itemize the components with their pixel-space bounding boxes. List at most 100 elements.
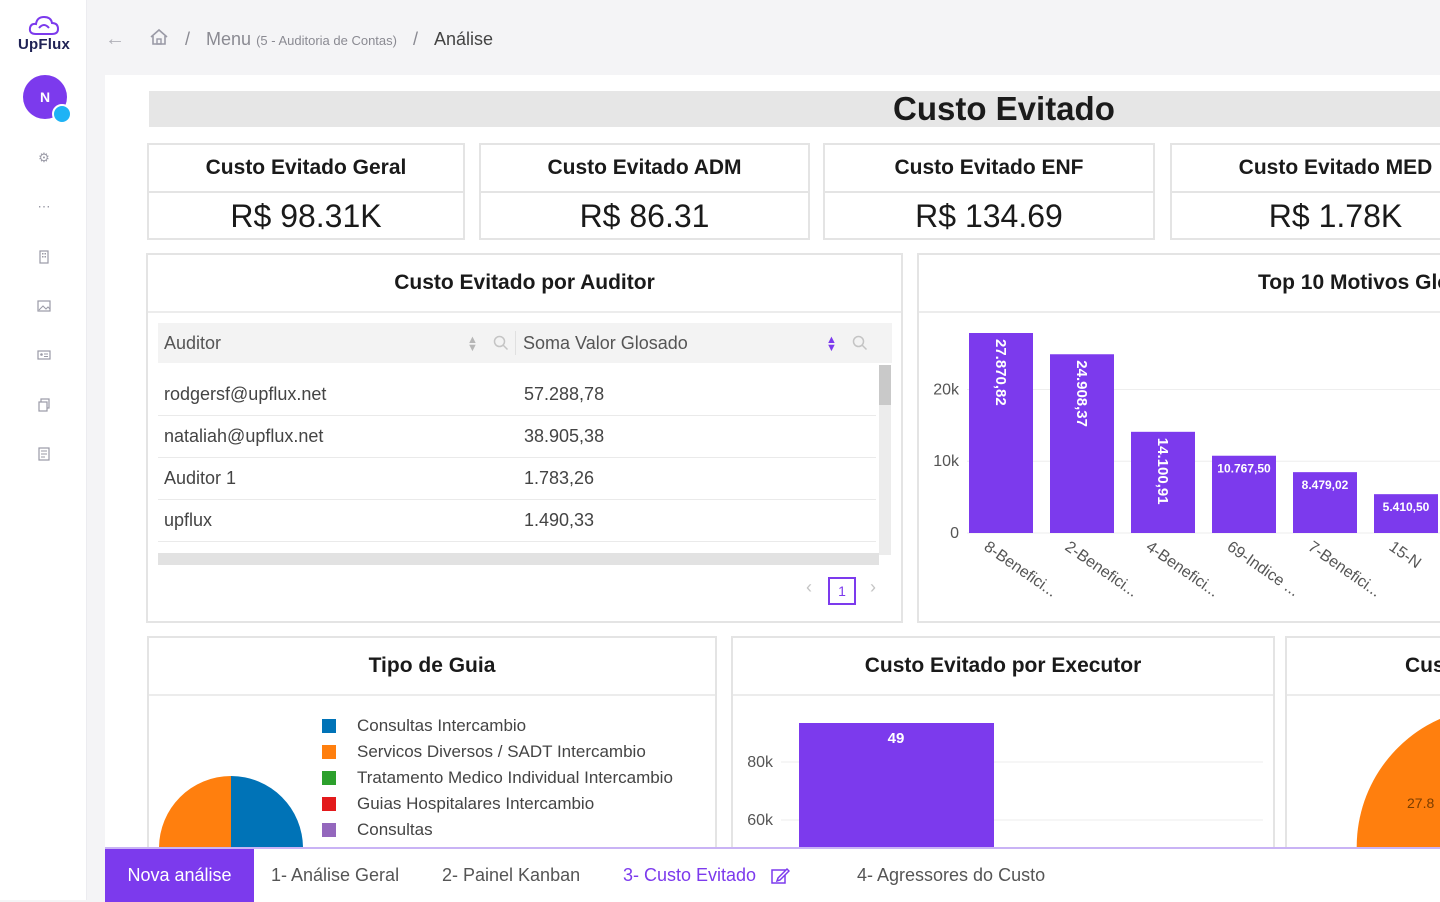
new-analysis-button[interactable]: Nova análise [105,849,254,902]
pie-slice[interactable] [1356,716,1440,847]
pie-label: 27.8 [1407,795,1434,811]
table-row[interactable]: nataliah@upflux.net 38.905,38 [158,415,876,458]
y-tick-label: 80k [747,754,774,771]
cell-valor: 1.783,26 [524,468,595,488]
tab-analise-geral[interactable]: 1- Análise Geral [271,865,400,885]
scrollbar-thumb[interactable] [879,365,891,405]
search-icon[interactable] [852,335,868,351]
bar[interactable] [1374,494,1438,533]
upflux-logo[interactable]: UpFlux [14,14,74,53]
legend-item[interactable]: Guias Hospitalares Intercambio [322,793,594,815]
table-header: Auditor ▲ ▼ Soma Valor Glosado ▲ ▼ [158,323,892,363]
breadcrumb-menu-sub: (5 - Auditoria de Contas) [256,32,397,48]
bar[interactable] [799,723,994,847]
kpi-value: R$ 134.69 [915,198,1063,234]
pie-slice[interactable] [159,776,231,847]
motivos-card: Top 10 Motivos Glo 0 10k 20k 27.870,82 8-Ben… [917,253,1440,623]
table-row[interactable]: upflux 1.490,33 [158,499,876,542]
settings-gear-icon[interactable]: ⚙ [38,150,50,165]
column-header-valor[interactable]: Soma Valor Glosado [523,332,688,353]
tab-painel-kanban[interactable]: 2- Painel Kanban [442,865,581,885]
vertical-scrollbar[interactable] [879,365,891,555]
tipo-guia-card: Tipo de Guia Consultas Intercambio Servi… [147,636,717,847]
tipo-guia-pie-chart [159,776,303,847]
sort-icon[interactable]: ▲ ▼ [467,334,478,354]
third-pie-chart: 27.8 [1356,716,1440,847]
y-tick-label: 0 [950,525,959,542]
cell-auditor: upflux [164,510,213,530]
bar[interactable] [1212,455,1276,533]
legend-label: Tratamento Medico Individual Intercambio [357,768,673,787]
legend-label: Guias Hospitalares Intercambio [357,794,595,813]
sidebar: UpFlux N ⚙ ⋯ [0,0,87,900]
data-label: 10.767,50 [1217,462,1271,476]
cell-auditor: Auditor 1 [164,468,237,488]
more-dots-icon[interactable]: ⋯ [37,199,51,214]
sort-icon[interactable]: ▲ ▼ [826,334,837,354]
x-tick-label: 7-Benefici... [1305,538,1384,600]
legend-item[interactable]: Tratamento Medico Individual Intercambio [322,767,673,789]
pie-slice[interactable] [231,776,303,847]
page-title: Custo Evitado [893,90,1115,127]
legend-label: Servicos Diversos / SADT Intercambio [357,742,646,761]
avatar[interactable]: N [23,75,67,119]
executor-card-title: Custo Evitado por Executor [733,638,1273,696]
kpi-label: Custo Evitado ENF [825,145,1153,193]
cell-auditor: rodgersf@upflux.net [164,384,327,404]
legend-item[interactable]: Consultas Intercambio [322,715,526,737]
legend-swatch [322,745,336,759]
data-label: 27.870,82 [992,339,1009,406]
next-page-icon[interactable]: › [870,577,876,597]
report-icon[interactable] [35,445,53,463]
breadcrumb-current: Análise [433,28,494,49]
title-bar [149,91,1440,127]
home-icon[interactable] [149,28,169,51]
third-card: Cus 27.8 [1285,636,1440,847]
search-icon[interactable] [493,335,509,351]
kpi-card-adm: Custo Evitado ADM R$ 86.31 [479,143,810,240]
horizontal-scrollbar[interactable] [158,553,879,565]
motivos-card-title: Top 10 Motivos Glo [919,255,1440,313]
data-label: 49 [888,730,905,747]
bottom-tab-bar: Nova análise 1- Análise Geral 2- Painel … [105,847,1440,902]
building-icon[interactable] [35,248,53,266]
cell-valor: 57.288,78 [524,384,605,404]
tab-agressores-do-custo[interactable]: 4- Agressores do Custo [857,865,1046,885]
dashboard-panel: Custo Evitado Custo Evitado Geral R$ 98.… [105,75,1440,847]
back-arrow-icon[interactable]: ← [105,27,125,50]
kpi-card-geral: Custo Evitado Geral R$ 98.31K [147,143,465,240]
column-header-auditor[interactable]: Auditor [164,332,222,353]
table-row[interactable]: Auditor 1 1.783,26 [158,457,876,500]
breadcrumb-separator: / [185,28,191,49]
tipo-guia-card-title: Tipo de Guia [149,638,715,696]
cloud-logo-icon [28,15,60,35]
third-card-title: Cus [1287,638,1440,696]
x-tick-label: 69-Indice ... [1224,538,1302,600]
id-card-icon[interactable] [35,346,53,364]
edit-icon[interactable] [770,866,791,886]
table-row[interactable]: rodgersf@upflux.net 57.288,78 [158,373,876,416]
auditor-card: Custo Evitado por Auditor Auditor ▲ ▼ Som… [146,253,903,623]
cell-valor: 1.490,33 [524,510,595,530]
legend-item[interactable]: Servicos Diversos / SADT Intercambio [322,741,646,763]
executor-card: Custo Evitado por Executor 60k 80k 49 [731,636,1275,847]
bar[interactable] [1293,472,1357,533]
x-tick-label: 4-Benefici... [1143,538,1222,600]
kpi-value: R$ 98.31K [230,198,382,234]
x-tick-label: 2-Benefici... [1062,538,1141,600]
data-label: 8.479,02 [1302,478,1349,492]
bar[interactable] [1131,431,1195,533]
page-number-button[interactable]: 1 [828,577,856,605]
prev-page-icon[interactable]: ‹ [806,577,812,597]
data-label: 14.100,91 [1154,438,1171,505]
legend-label: Consultas [357,820,433,839]
cell-auditor: nataliah@upflux.net [164,426,324,446]
bar[interactable] [1050,354,1114,533]
tab-custo-evitado[interactable]: 3- Custo Evitado [623,849,791,902]
bar[interactable] [969,333,1033,533]
legend-item[interactable]: Consultas [322,819,433,841]
breadcrumb-separator: / [412,28,418,49]
breadcrumb-menu[interactable]: Menu (5 - Auditoria de Contas) [206,29,397,50]
copy-icon[interactable] [35,396,53,414]
image-icon[interactable] [35,297,53,315]
